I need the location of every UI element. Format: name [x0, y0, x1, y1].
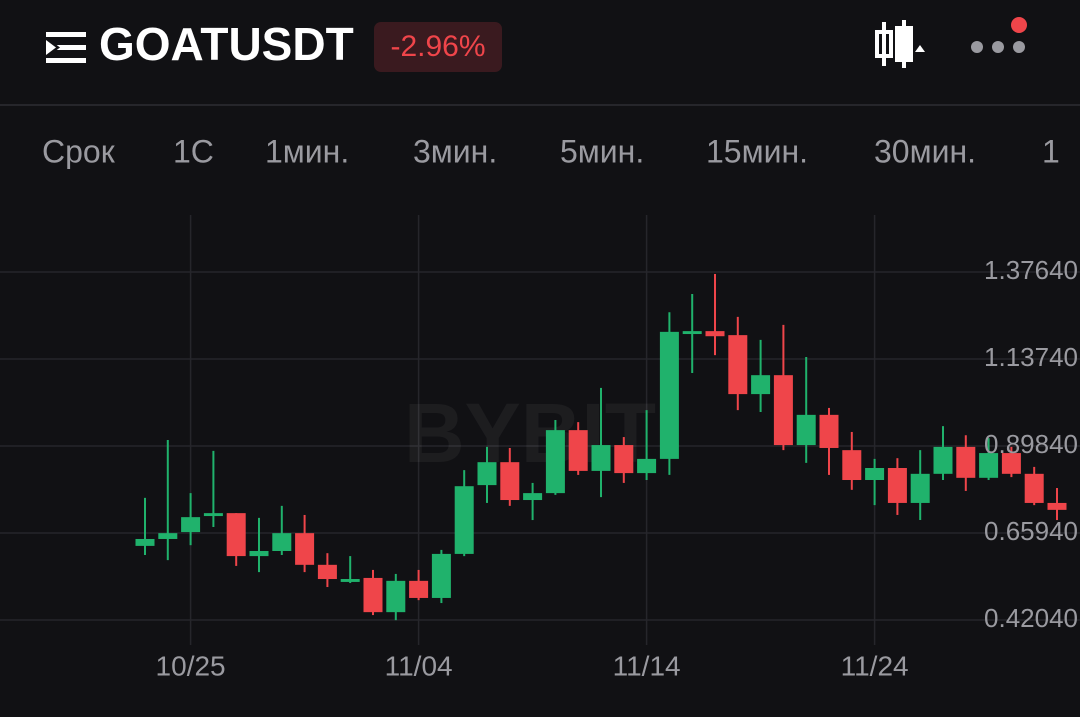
- candle-body: [637, 458, 657, 474]
- axis-labels: 0.42040 0.65940 0.89840 1.13740 1.37640 10/25…: [156, 255, 1078, 682]
- candle-body: [842, 450, 862, 481]
- menu-bar: [46, 32, 86, 37]
- icon-body: [895, 26, 913, 62]
- menu-bar: [46, 45, 86, 50]
- change-badge: [374, 22, 502, 72]
- tab[interactable]: 30мин.: [874, 133, 976, 169]
- candle-body: [363, 577, 383, 613]
- candle-body: [454, 486, 474, 554]
- menu-arrow: [46, 40, 56, 55]
- candle-body: [751, 375, 771, 395]
- y-tick-label: 0.89840: [984, 429, 1078, 459]
- candle-body: [796, 414, 816, 446]
- dot: [1013, 41, 1025, 53]
- candle-body: [682, 331, 702, 335]
- tab[interactable]: 1С: [173, 133, 214, 169]
- candle-body: [226, 513, 246, 557]
- symbol-title[interactable]: GOATUSDT: [99, 18, 354, 70]
- candle-body: [523, 493, 543, 501]
- candle-body: [591, 445, 611, 471]
- candle-body: [340, 579, 360, 582]
- candle-body: [203, 513, 223, 517]
- tab[interactable]: 3мин.: [413, 133, 497, 169]
- candle-body: [773, 375, 793, 446]
- candle-body: [500, 462, 520, 501]
- y-tick-label: 0.65940: [984, 516, 1078, 546]
- tab[interactable]: Срок: [42, 133, 116, 169]
- candle-body: [545, 430, 565, 494]
- tab[interactable]: 1мин.: [265, 133, 349, 169]
- candle-body: [819, 414, 839, 448]
- x-tick-label: 11/14: [613, 650, 681, 681]
- candle-body: [728, 335, 748, 395]
- tab[interactable]: 15мин.: [706, 133, 808, 169]
- candle-body: [1001, 453, 1021, 474]
- y-tick-label: 1.13740: [984, 342, 1078, 372]
- candle-body: [409, 580, 429, 598]
- candle-body: [158, 533, 178, 539]
- icon-body: [875, 30, 893, 58]
- candle-body: [910, 473, 930, 503]
- watermark: BYBIT: [404, 386, 656, 480]
- candle-body: [887, 467, 907, 503]
- candle-body: [249, 550, 269, 557]
- x-tick-label: 11/04: [385, 650, 453, 681]
- candle-body: [477, 462, 497, 486]
- candle-body: [272, 533, 292, 551]
- dot: [971, 41, 983, 53]
- dot: [992, 41, 1004, 53]
- candle-body: [705, 331, 725, 337]
- change-percent: -2.96%: [390, 30, 485, 63]
- candle-body: [979, 453, 999, 478]
- plot: [135, 273, 1067, 621]
- candle-body: [431, 553, 451, 598]
- candle-body: [135, 538, 155, 546]
- candle-body: [659, 331, 679, 459]
- candle-body: [933, 446, 953, 474]
- candle-body: [568, 430, 588, 471]
- candle-body: [181, 517, 201, 533]
- x-tick-label: 11/24: [841, 650, 909, 681]
- more-menu[interactable]: [971, 17, 1027, 53]
- notification-dot: [1011, 17, 1027, 33]
- menu-icon[interactable]: [46, 32, 86, 63]
- candle-body: [1047, 502, 1067, 510]
- tab[interactable]: 1: [1042, 133, 1060, 169]
- chart-type-icon[interactable]: [875, 20, 925, 68]
- candle-body: [295, 533, 315, 565]
- candle-body: [956, 446, 976, 478]
- candle-body: [386, 580, 406, 613]
- candle-body: [1024, 473, 1044, 503]
- candle-body: [865, 467, 885, 481]
- y-tick-label: 1.37640: [984, 255, 1078, 285]
- menu-bar: [46, 58, 86, 63]
- icon-caret: [915, 45, 925, 52]
- x-tick-label: 10/25: [156, 650, 226, 681]
- candle-body: [317, 564, 337, 580]
- candle-body: [614, 445, 634, 474]
- tab[interactable]: 5мин.: [560, 133, 644, 169]
- y-tick-label: 0.42040: [984, 603, 1078, 633]
